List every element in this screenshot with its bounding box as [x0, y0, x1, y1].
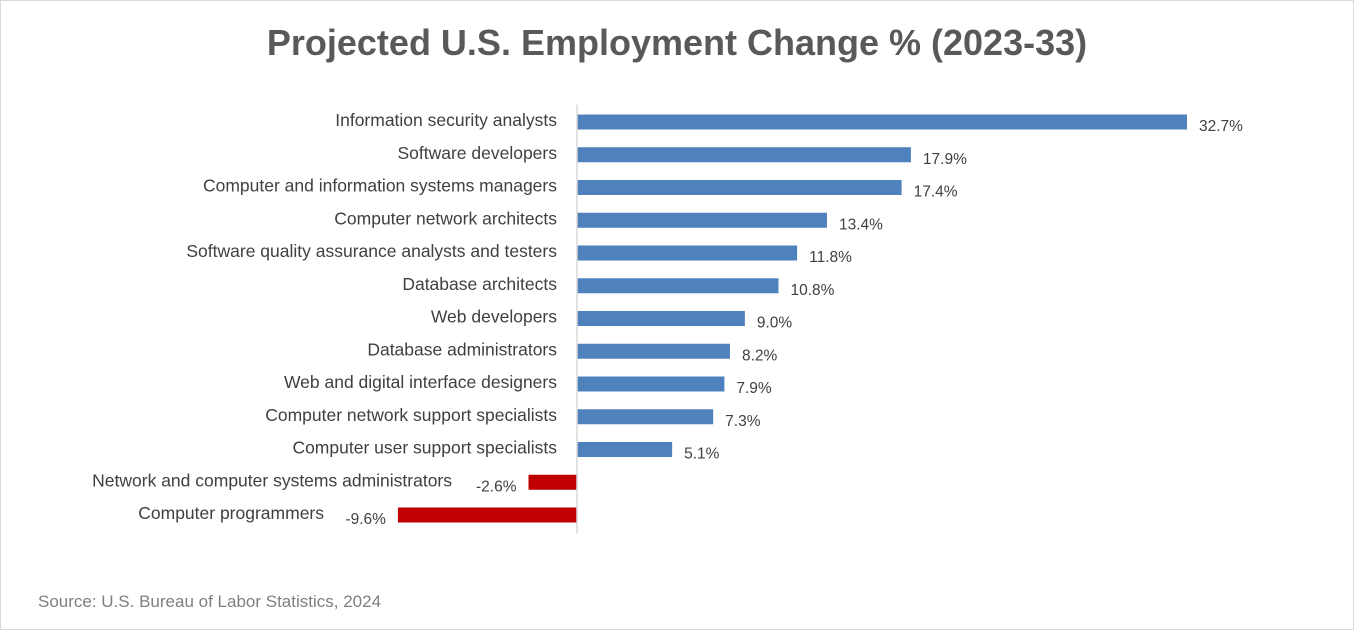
bar — [577, 212, 827, 228]
bar — [528, 474, 577, 490]
category-label: Database administrators — [367, 339, 557, 359]
category-label: Web and digital interface designers — [284, 372, 557, 392]
data-label: 9.0% — [757, 315, 793, 332]
bar — [577, 180, 902, 195]
category-label: Computer network architects — [334, 208, 557, 228]
source-note: Source: U.S. Bureau of Labor Statistics,… — [38, 592, 382, 611]
category-label: Database architects — [402, 274, 557, 294]
bar — [577, 245, 798, 261]
bar — [577, 376, 725, 392]
data-label: -9.6% — [345, 511, 386, 528]
bar — [577, 311, 745, 326]
bar — [577, 409, 714, 425]
category-label: Computer network support specialists — [265, 405, 557, 425]
data-label: 17.9% — [923, 151, 967, 168]
bar — [577, 147, 911, 163]
bar — [577, 278, 779, 294]
data-label: 13.4% — [839, 216, 883, 233]
data-label: 7.9% — [736, 380, 772, 397]
data-label: 5.1% — [684, 446, 720, 463]
bar — [577, 114, 1187, 130]
category-label: Software quality assurance analysts and … — [186, 241, 557, 261]
category-label: Information security analysts — [335, 110, 557, 130]
category-label: Computer user support specialists — [292, 438, 557, 458]
category-label: Software developers — [397, 143, 557, 163]
category-label: Computer programmers — [138, 503, 324, 523]
data-label: 8.2% — [742, 347, 778, 364]
bar — [577, 442, 673, 457]
category-label: Network and computer systems administrat… — [92, 470, 452, 490]
chart-title: Projected U.S. Employment Change % (2023… — [266, 22, 1088, 63]
category-label: Computer and information systems manager… — [203, 176, 557, 196]
bar — [397, 507, 577, 523]
data-label: 10.8% — [790, 282, 834, 299]
data-label: 17.4% — [914, 184, 958, 201]
category-label: Web developers — [431, 307, 557, 327]
data-label: 11.8% — [809, 249, 852, 266]
data-label: 32.7% — [1199, 118, 1243, 135]
data-label: -2.6% — [476, 478, 517, 495]
bar — [577, 343, 730, 359]
data-label: 7.3% — [725, 413, 761, 430]
